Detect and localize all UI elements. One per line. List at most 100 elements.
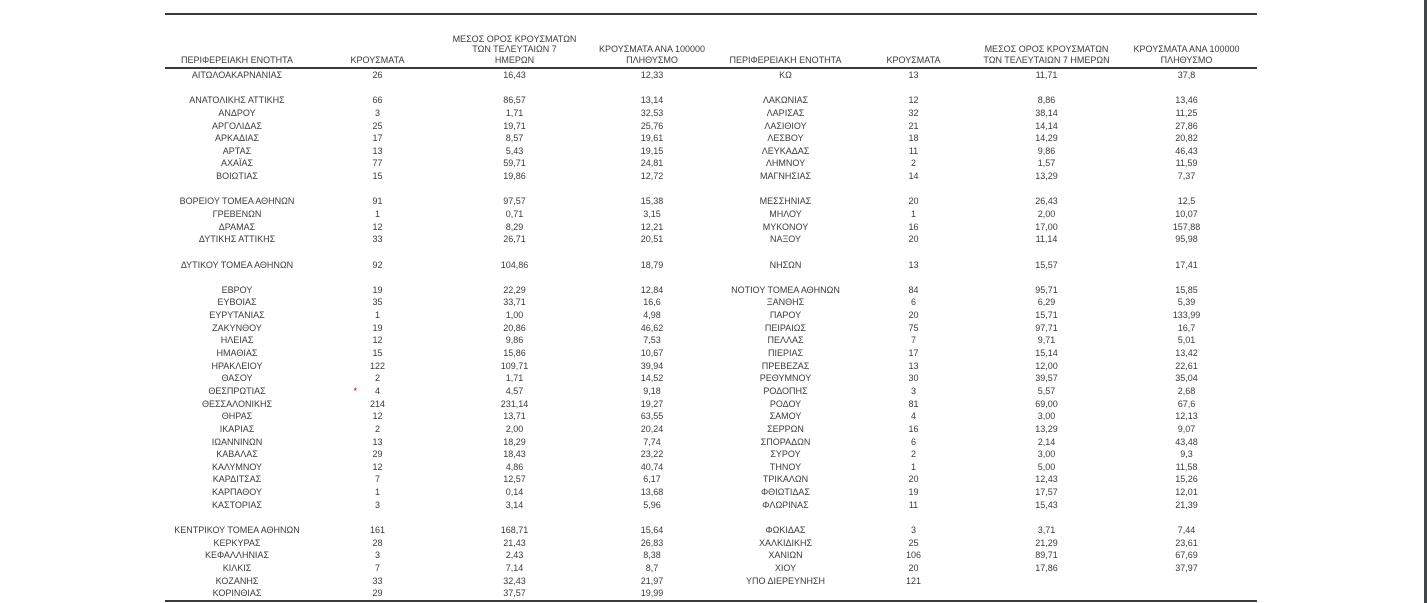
value-cell: 12,33 <box>640 70 664 80</box>
region-name-cell: ΙΚΑΡΙΑΣ <box>219 423 255 434</box>
region-name-cell: ΕΒΡΟΥ <box>221 284 253 295</box>
region-name-cell: ΚΙΛΚΙΣ <box>222 562 252 573</box>
value-cell: 8,86 <box>1037 95 1056 106</box>
value-cell: 63,55 <box>640 411 664 422</box>
table-row: ΑΝΔΡΟΥ 3 1,71 32,53 ΛΑΡΙΣΑΣ 32 38,14 11,25 <box>165 107 1257 120</box>
value-cell: 4 <box>910 411 916 422</box>
value-cell: 3,71 <box>1037 524 1056 535</box>
value-cell <box>583 82 721 95</box>
value-cell: 17 <box>372 133 383 144</box>
header-cases-left: ΚΡΟΥΣΜΑΤΑ <box>309 32 446 69</box>
region-name-cell: ΗΜΑΘΙΑΣ <box>216 348 258 359</box>
table-row: ΚΑΡΠΑΘΟΥ 1 0,14 13,68 ΦΘΙΩΤΙΔΑΣ 19 17,57 12,01 <box>165 486 1257 499</box>
value-cell: 20 <box>908 196 919 207</box>
value-cell <box>446 271 583 284</box>
value-cell: 9,07 <box>1177 423 1196 434</box>
value-cell: 7,44 <box>1177 524 1196 535</box>
value-cell: 15 <box>372 348 383 359</box>
value-cell: 32,53 <box>640 107 664 118</box>
region-name-cell: ΑΡΤΑΣ <box>222 145 252 156</box>
value-cell: 2 <box>374 423 380 434</box>
table-row: ΑΡΚΑΔΙΑΣ 17 8,57 19,61 ΛΕΣΒΟΥ 18 14,29 20,82 <box>165 132 1257 145</box>
region-name-cell: ΚΑΡΔΙΤΣΑΣ <box>212 474 262 485</box>
table-row: ΚΑΒΑΛΑΣ 29 18,43 23,22 ΣΥΡΟΥ 2 3,00 9,3 <box>165 448 1257 461</box>
region-name-cell: ΠΡΕΒΕΖΑΣ <box>761 360 810 371</box>
value-cell: 19 <box>908 487 919 498</box>
header-cases-right: ΚΡΟΥΣΜΑΤΑ <box>850 32 977 69</box>
value-cell: 15,43 <box>1035 499 1058 510</box>
value-cell: 25 <box>908 537 919 548</box>
value-cell: 19,99 <box>583 587 721 602</box>
table-row: ΚΕΝΤΡΙΚΟΥ ΤΟΜΕΑ ΑΘΗΝΩΝ 161 168,71 15,64 ΦΩΚΙ… <box>165 524 1257 537</box>
value-cell: 14,14 <box>1035 120 1058 131</box>
value-cell <box>309 511 446 524</box>
table-row: ΒΟΙΩΤΙΑΣ 15 19,86 12,72 ΜΑΓΝΗΣΙΑΣ 14 13,29 7,37 <box>165 170 1257 183</box>
region-name-cell <box>165 511 309 524</box>
region-name-cell: ΚΑΡΠΑΘΟΥ <box>211 487 263 498</box>
value-cell: 24,81 <box>640 158 664 169</box>
value-cell: 67,6 <box>1177 398 1196 409</box>
value-cell: 20 <box>908 562 919 573</box>
value-cell <box>977 587 1116 602</box>
value-cell: 27,86 <box>1175 120 1198 131</box>
table-row: ΚΕΡΚΥΡΑΣ 28 21,43 26,83 ΧΑΛΚΙΔΙΚΗΣ 25 21,29 23,… <box>165 537 1257 550</box>
value-cell: 10,67 <box>640 348 664 359</box>
value-cell: 22,29 <box>503 284 526 295</box>
value-cell: 13,42 <box>1175 348 1198 359</box>
value-cell: 12 <box>372 335 383 346</box>
value-cell: 18,29 <box>503 436 526 447</box>
region-name-cell: ΔΥΤΙΚΟΥ ΤΟΜΕΑ ΑΘΗΝΩΝ <box>180 259 294 270</box>
value-cell <box>977 82 1116 95</box>
value-cell <box>1116 82 1257 95</box>
table-row: ΘΑΣΟΥ 2 1,71 14,52 ΡΕΘΥΜΝΟΥ 30 39,57 35,04 <box>165 372 1257 385</box>
value-cell: 3 <box>910 385 916 396</box>
value-cell: 2,14 <box>1037 436 1056 447</box>
region-name-cell: ΧΑΛΚΙΔΙΚΗΣ <box>758 537 813 548</box>
value-cell: 38,14 <box>1035 107 1058 118</box>
value-cell: 15 <box>372 171 383 182</box>
region-name-cell: ΣΥΡΟΥ <box>770 449 801 460</box>
value-cell: 13,68 <box>640 487 664 498</box>
table-row: ΗΡΑΚΛΕΙΟΥ 122 109,71 39,94 ΠΡΕΒΕΖΑΣ 13 12,00 22… <box>165 360 1257 373</box>
table-row: ΕΥΒΟΙΑΣ 35 33,71 16,6 ΞΑΝΘΗΣ 6 6,29 5,39 <box>165 296 1257 309</box>
value-cell: 16,43 <box>503 70 526 80</box>
region-name-cell: ΚΩ <box>779 70 792 80</box>
value-cell: 11,25 <box>1175 107 1198 118</box>
table-row: ΚΟΖΑΝΗΣ 33 32,43 21,97 ΥΠΟ ΔΙΕΡΕΥΝΗΣΗ 121 <box>165 575 1257 588</box>
value-cell: 3,00 <box>1037 449 1056 460</box>
value-cell: 13,14 <box>640 95 664 106</box>
region-name-cell: ΔΡΑΜΑΣ <box>218 221 256 232</box>
region-name-cell: ΣΠΟΡΑΔΩΝ <box>760 436 811 447</box>
value-cell: 7 <box>374 474 380 485</box>
value-cell: 11,59 <box>1175 158 1198 169</box>
region-name-cell <box>721 246 850 259</box>
value-cell: 9,18 <box>643 385 661 396</box>
value-cell: 11 <box>908 145 919 156</box>
region-name-cell <box>721 271 850 284</box>
region-name-cell: ΖΑΚΥΝΘΟΥ <box>212 322 262 333</box>
value-cell <box>850 183 977 196</box>
value-cell: 21,97 <box>640 575 664 586</box>
value-cell: 1,71 <box>505 373 524 384</box>
region-name-cell <box>721 587 850 602</box>
value-cell: 5,01 <box>1177 335 1196 346</box>
value-cell: 1 <box>910 461 916 472</box>
value-cell: 16 <box>908 221 919 232</box>
value-cell: 1 <box>374 209 380 220</box>
value-cell: 30 <box>908 373 919 384</box>
value-cell: 19,71 <box>503 120 526 131</box>
value-cell: 7,53 <box>643 335 661 346</box>
value-cell: 37,97 <box>1175 562 1198 573</box>
value-cell: 106 <box>905 550 922 561</box>
table-row: ΚΟΡΙΝΘΙΑΣ 29 37,57 19,99 <box>165 587 1257 602</box>
region-name-cell: ΧΑΝΙΩΝ <box>768 550 803 561</box>
table-row: ΖΑΚΥΝΘΟΥ 19 20,86 46,62 ΠΕΙΡΑΙΩΣ 75 97,71 16,7 <box>165 322 1257 335</box>
value-cell: 9,71 <box>1037 335 1056 346</box>
value-cell: 2,00 <box>505 423 524 434</box>
value-cell: 109,71 <box>500 360 529 371</box>
region-name-cell: ΤΗΝΟΥ <box>769 461 802 472</box>
value-cell: 104,86 <box>500 259 529 270</box>
region-name-cell: ΥΠΟ ΔΙΕΡΕΥΝΗΣΗ <box>745 575 826 586</box>
value-cell: 8,29 <box>505 221 524 232</box>
